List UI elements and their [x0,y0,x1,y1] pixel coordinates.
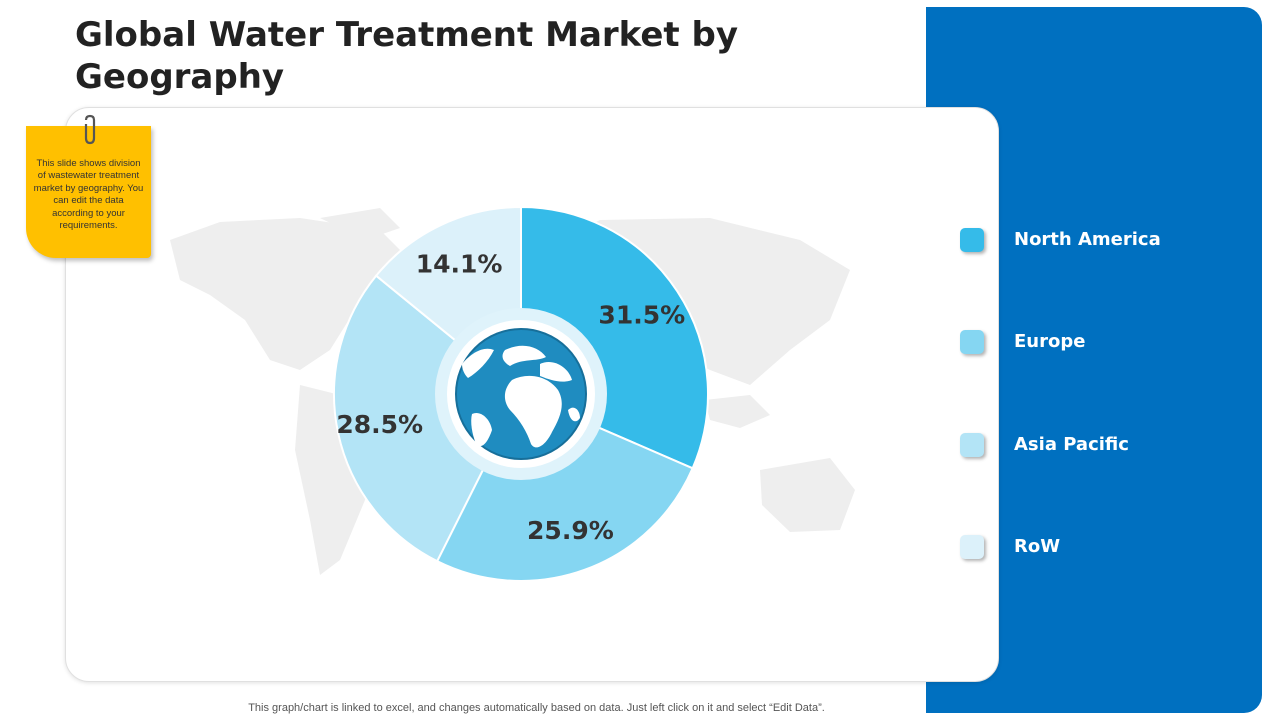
data-label-north-america: 31.5% [598,301,685,330]
data-label-europe: 25.9% [527,516,614,545]
legend-swatch-asia-pacific [960,433,984,457]
pie-slice-asia-pacific[interactable] [333,274,523,563]
sticky-note-text: This slide shows division of wastewater … [33,158,144,232]
sticky-note: This slide shows division of wastewater … [26,126,151,258]
legend-swatch-north-america [960,228,984,252]
footer-note: This graph/chart is linked to excel, and… [248,702,825,714]
legend-swatch-europe [960,330,984,354]
page-title: Global Water Treatment Market by Geograp… [75,15,738,97]
legend-label: Europe [1014,331,1086,352]
legend-label: North America [1014,229,1161,250]
chart-card [65,107,999,682]
data-label-asia-pacific: 28.5% [336,410,423,439]
paperclip-icon [84,114,96,145]
data-label-row: 14.1% [416,249,503,278]
legend-label: RoW [1014,536,1061,557]
legend-label: Asia Pacific [1014,434,1129,455]
globe-icon [455,328,587,460]
legend-swatch-row [960,535,984,559]
